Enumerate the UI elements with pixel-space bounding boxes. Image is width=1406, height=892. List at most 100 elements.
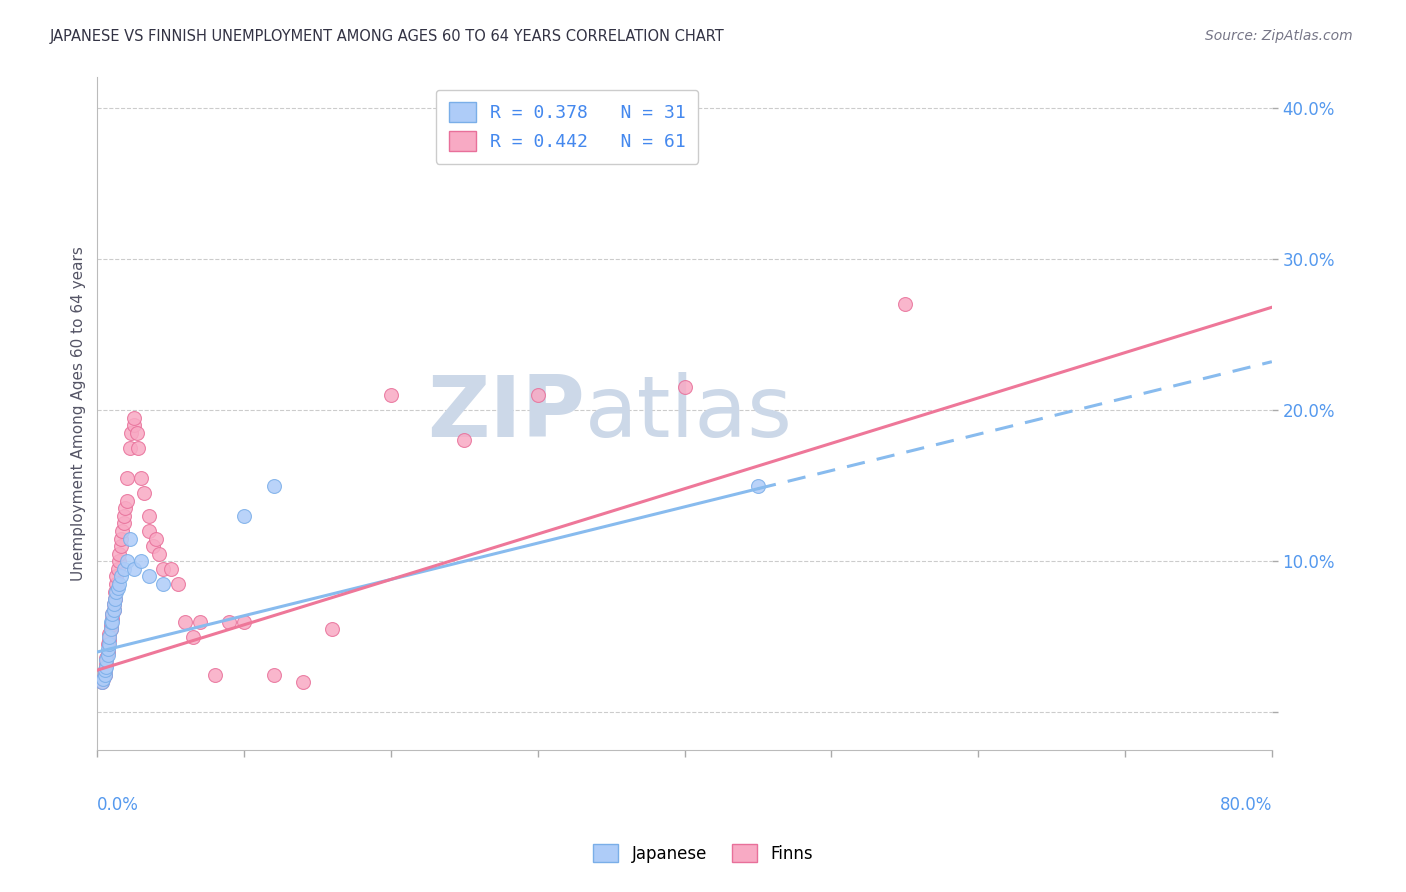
Point — [112, 508, 135, 523]
Point — [134, 486, 156, 500]
Point — [118, 441, 141, 455]
Point — [122, 562, 145, 576]
Point — [96, 652, 118, 666]
Point — [125, 425, 148, 440]
Text: 0.0%: 0.0% — [97, 796, 139, 814]
Point — [104, 584, 127, 599]
Point — [263, 667, 285, 681]
Point — [101, 607, 124, 622]
Point — [108, 547, 131, 561]
Point — [104, 592, 127, 607]
Point — [105, 584, 128, 599]
Point — [526, 388, 548, 402]
Point — [453, 434, 475, 448]
Point — [97, 637, 120, 651]
Point — [93, 663, 115, 677]
Point — [111, 524, 134, 538]
Point — [103, 602, 125, 616]
Point — [90, 675, 112, 690]
Point — [112, 516, 135, 531]
Point — [107, 562, 129, 576]
Point — [110, 532, 132, 546]
Text: Source: ZipAtlas.com: Source: ZipAtlas.com — [1205, 29, 1353, 43]
Point — [101, 607, 124, 622]
Point — [96, 657, 118, 671]
Point — [107, 582, 129, 596]
Point — [263, 478, 285, 492]
Point — [97, 642, 120, 657]
Point — [380, 388, 402, 402]
Point — [747, 478, 769, 492]
Point — [233, 615, 256, 629]
Point — [152, 577, 174, 591]
Point — [115, 493, 138, 508]
Point — [91, 672, 114, 686]
Point — [93, 667, 115, 681]
Point — [167, 577, 190, 591]
Point — [127, 441, 149, 455]
Point — [97, 645, 120, 659]
Point — [90, 675, 112, 690]
Point — [93, 663, 115, 677]
Point — [103, 597, 125, 611]
Point — [321, 622, 343, 636]
Point — [188, 615, 211, 629]
Point — [112, 562, 135, 576]
Text: JAPANESE VS FINNISH UNEMPLOYMENT AMONG AGES 60 TO 64 YEARS CORRELATION CHART: JAPANESE VS FINNISH UNEMPLOYMENT AMONG A… — [49, 29, 724, 44]
Point — [122, 418, 145, 433]
Point — [174, 615, 197, 629]
Point — [101, 615, 124, 629]
Point — [103, 597, 125, 611]
Point — [152, 562, 174, 576]
Point — [97, 648, 120, 662]
Point — [138, 569, 160, 583]
Point — [100, 622, 122, 636]
Point — [114, 501, 136, 516]
Point — [100, 615, 122, 629]
Point — [100, 622, 122, 636]
Point — [131, 471, 153, 485]
Point — [100, 617, 122, 632]
Point — [148, 547, 170, 561]
Point — [120, 425, 142, 440]
Point — [108, 554, 131, 568]
Point — [233, 508, 256, 523]
Point — [218, 615, 240, 629]
Point — [110, 539, 132, 553]
Point — [98, 627, 121, 641]
Legend: R = 0.378   N = 31, R = 0.442   N = 61: R = 0.378 N = 31, R = 0.442 N = 61 — [436, 90, 699, 164]
Point — [103, 602, 125, 616]
Point — [181, 630, 204, 644]
Point — [96, 651, 118, 665]
Point — [159, 562, 181, 576]
Point — [894, 297, 917, 311]
Legend: Japanese, Finns: Japanese, Finns — [583, 834, 823, 873]
Point — [98, 637, 121, 651]
Point — [115, 554, 138, 568]
Point — [145, 532, 167, 546]
Text: 80.0%: 80.0% — [1219, 796, 1272, 814]
Point — [91, 672, 114, 686]
Point — [101, 612, 124, 626]
Point — [138, 508, 160, 523]
Text: ZIP: ZIP — [427, 372, 585, 455]
Point — [98, 630, 121, 644]
Point — [115, 471, 138, 485]
Point — [104, 592, 127, 607]
Point — [96, 660, 118, 674]
Point — [105, 577, 128, 591]
Point — [122, 410, 145, 425]
Point — [98, 632, 121, 647]
Point — [291, 675, 314, 690]
Point — [105, 569, 128, 583]
Y-axis label: Unemployment Among Ages 60 to 64 years: Unemployment Among Ages 60 to 64 years — [72, 246, 86, 582]
Point — [110, 569, 132, 583]
Point — [142, 539, 165, 553]
Point — [131, 554, 153, 568]
Point — [673, 380, 696, 394]
Text: atlas: atlas — [585, 372, 793, 455]
Point — [204, 667, 226, 681]
Point — [118, 532, 141, 546]
Point — [108, 577, 131, 591]
Point — [138, 524, 160, 538]
